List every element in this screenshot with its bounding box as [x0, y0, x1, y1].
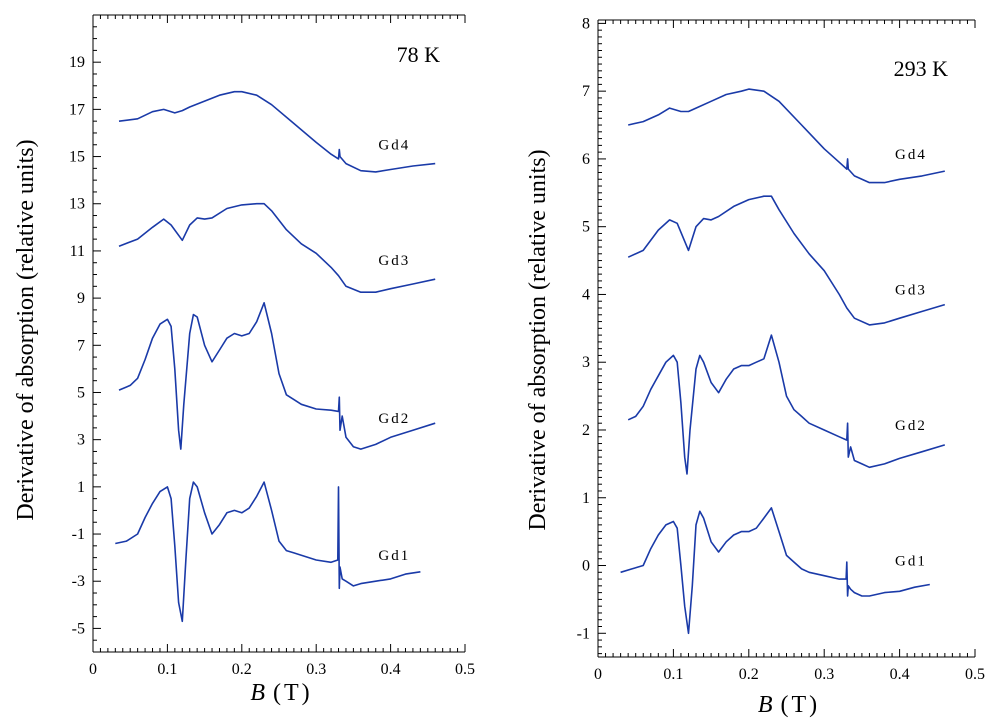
y-tick-label: -1 — [577, 625, 590, 642]
x-axis-title-symbol: B — [250, 680, 265, 706]
x-tick-label: 0.3 — [814, 666, 834, 683]
series-line-gd3 — [118, 202, 436, 293]
series-line-gd2 — [118, 302, 436, 450]
x-tick-label: 0.1 — [663, 666, 683, 683]
y-tick-label: 7 — [77, 337, 85, 354]
series-label-gd4: Gd4 — [378, 137, 410, 153]
y-tick-label: 4 — [582, 286, 590, 303]
x-tick-label: 0.1 — [157, 661, 177, 678]
y-tick-label: 5 — [77, 384, 85, 401]
y-tick-label: -5 — [72, 620, 85, 637]
x-axis-title-unit: (T) — [273, 680, 313, 706]
series-line-gd1 — [620, 507, 930, 635]
y-tick-label: 0 — [582, 558, 590, 575]
x-tick-label: 0 — [594, 666, 602, 683]
y-tick-label: 1 — [582, 490, 590, 507]
y-tick-label: 13 — [69, 196, 85, 213]
series-line-gd1 — [115, 481, 421, 623]
y-tick-label: 2 — [582, 422, 590, 439]
y-tick-label: 8 — [582, 15, 590, 32]
x-tick-label: 0.2 — [232, 661, 252, 678]
x-axis-title-unit: (T) — [781, 692, 821, 718]
y-axis-title: Derivative of absorption (relative units… — [525, 149, 551, 530]
x-tick-label: 0 — [89, 661, 97, 678]
series-line-gd3 — [627, 195, 946, 326]
series-line-gd2 — [627, 334, 946, 475]
series-label-gd1: Gd1 — [895, 554, 927, 570]
y-tick-label: -1 — [72, 526, 85, 543]
series-label-gd4: Gd4 — [895, 147, 927, 163]
series-label-gd3: Gd3 — [895, 282, 927, 298]
x-tick-label: 0.4 — [890, 666, 910, 683]
temperature-label: 293 K — [894, 56, 949, 81]
panel-right: 0 0.1 0.2 0.3 0.4 0.5 8 7 6 5 4 3 2 1 0 -1 Derivative of… — [525, 15, 985, 718]
temperature-label: 78 K — [397, 42, 441, 67]
series-line-gd4 — [628, 88, 945, 184]
y-tick-label: 3 — [582, 354, 590, 371]
y-tick-label: 3 — [77, 432, 85, 449]
y-tick-label: 5 — [582, 219, 590, 236]
series-label-gd3: Gd3 — [378, 253, 410, 269]
x-axis-title-symbol: B — [758, 692, 773, 718]
y-tick-label: 11 — [70, 243, 85, 260]
x-tick-label: 0.5 — [965, 666, 985, 683]
y-tick-label: 7 — [582, 83, 590, 100]
series-label-gd2: Gd2 — [895, 418, 927, 434]
x-tick-label: 0.5 — [455, 661, 475, 678]
y-tick-label: 15 — [69, 149, 85, 166]
y-tick-label: 19 — [69, 54, 85, 71]
y-axis-title: Derivative of absorption (relative units… — [13, 139, 39, 520]
y-tick-label: 6 — [582, 151, 590, 168]
panel-left: 0 0.1 0.2 0.3 0.4 0.5 19 17 15 13 11 9 7 5 3 1 -1 -3 -5 Der… — [13, 14, 475, 706]
x-tick-label: 0.2 — [739, 666, 759, 683]
y-tick-label: 9 — [77, 290, 85, 307]
y-tick-label: -3 — [72, 573, 85, 590]
y-tick-label: 17 — [69, 101, 85, 118]
y-tick-label: 1 — [77, 479, 85, 496]
series-label-gd1: Gd1 — [378, 548, 410, 564]
series-label-gd2: Gd2 — [378, 411, 410, 427]
x-tick-label: 0.4 — [381, 661, 401, 678]
x-tick-label: 0.3 — [306, 661, 326, 678]
series-line-gd4 — [118, 90, 436, 173]
